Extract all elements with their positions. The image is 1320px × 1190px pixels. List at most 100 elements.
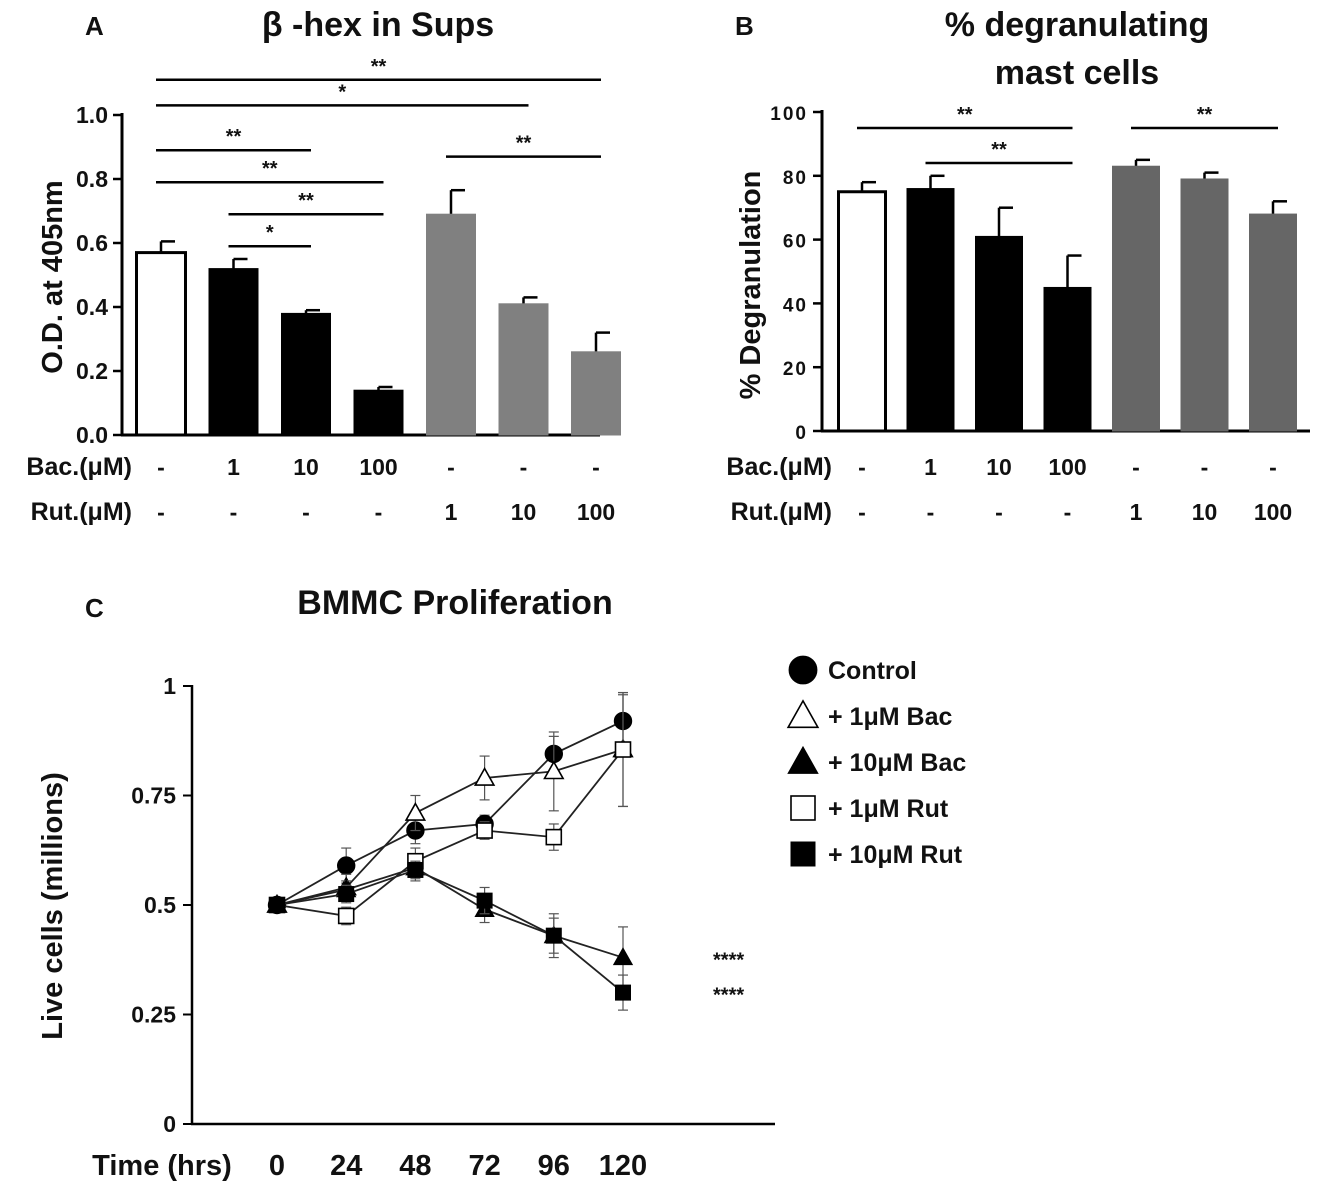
y-tick-label: 1	[163, 673, 176, 699]
panel-b-y-axis-label: % Degranulation	[735, 171, 767, 400]
bar	[498, 303, 549, 436]
rut-condition: 1	[1130, 499, 1143, 525]
panel-c: C BMMC Proliferation Live cells (million…	[37, 584, 966, 1182]
bac-condition: -	[447, 454, 455, 480]
rut-condition: 10	[511, 499, 537, 525]
legend-label: + 10μM Rut	[828, 841, 963, 869]
panel-b-conditions: - 1 10 100 - - - - - - - 1 10 100	[858, 454, 1292, 525]
rut-condition: 100	[577, 499, 615, 525]
y-tick-label: 0.6	[76, 230, 108, 256]
panel-label-b: B	[735, 11, 754, 41]
triangle-marker	[473, 766, 496, 786]
panel-b-bac-row-label: Bac.(μM)	[726, 453, 832, 481]
y-tick-label: 0.2	[76, 358, 108, 384]
y-tick-label: 0.4	[76, 294, 108, 320]
panel-b-axes: 0 20 40 60 80 100	[770, 104, 1310, 444]
bac-condition: 100	[359, 454, 397, 480]
panel-a-axes: 0.0 0.2 0.4 0.6 0.8 1.0	[76, 102, 600, 448]
significance-label: ****	[713, 985, 744, 1007]
rut-condition: -	[157, 499, 165, 525]
bar	[1180, 178, 1229, 432]
significance-label: **	[262, 158, 278, 180]
panel-label-c: C	[85, 593, 104, 623]
panel-b-significance: ** ** **	[857, 104, 1278, 165]
bac-condition: 10	[986, 454, 1012, 480]
legend-label: + 1μM Rut	[828, 795, 949, 823]
series-10-m-rut	[269, 860, 631, 1011]
bar	[1112, 165, 1160, 432]
x-tick-label: 72	[468, 1150, 500, 1182]
bac-condition: -	[1132, 454, 1140, 480]
square-marker	[790, 841, 816, 867]
y-tick-label: 0.25	[131, 1002, 176, 1028]
triangle-marker	[786, 699, 820, 729]
rut-condition: -	[1064, 499, 1072, 525]
panel-c-series: **** ****	[266, 691, 744, 1011]
series-line	[276, 720, 624, 906]
x-tick-label: 48	[399, 1150, 431, 1182]
series-line	[276, 748, 624, 917]
legend-label: + 10μM Bac	[828, 749, 966, 777]
square-marker	[476, 892, 493, 909]
y-tick-label: 0.5	[144, 892, 176, 918]
legend-label: + 1μM Bac	[828, 703, 952, 731]
y-tick-label: 60	[783, 232, 808, 253]
legend-label: Control	[828, 657, 917, 685]
panel-a-bac-row-label: Bac.(μM)	[26, 453, 132, 481]
panel-a-title: β -hex in Sups	[262, 6, 494, 44]
panel-c-x-axis-label: Time (hrs)	[92, 1150, 232, 1182]
panel-b-title-line1: % degranulating	[945, 6, 1209, 44]
bac-condition: -	[858, 454, 866, 480]
square-marker	[337, 907, 355, 925]
significance-label: **	[298, 190, 314, 212]
x-tick-label: 96	[538, 1150, 570, 1182]
panel-c-legend: Control + 1μM Bac + 10μM Bac + 1μM Rut + 10μ…	[786, 655, 966, 869]
panel-b: B % degranulating mast cells % Degranula…	[726, 6, 1310, 526]
rut-condition: -	[858, 499, 866, 525]
square-marker	[614, 741, 632, 758]
significance-label: **	[226, 126, 242, 148]
bar	[353, 389, 404, 436]
panel-b-title-line2: mast cells	[995, 54, 1159, 92]
significance-label: **	[1197, 104, 1213, 126]
bar	[426, 213, 476, 436]
bac-condition: -	[1201, 454, 1209, 480]
square-marker	[545, 927, 562, 944]
y-tick-label: 100	[770, 104, 808, 125]
square-marker	[790, 795, 816, 821]
bac-condition: 1	[227, 454, 240, 480]
triangle-marker	[612, 947, 634, 966]
significance-label: *	[338, 81, 346, 103]
x-tick-label: 24	[330, 1150, 362, 1182]
bar	[1043, 286, 1092, 432]
bac-condition: 1	[924, 454, 937, 480]
y-tick-label: 0.8	[76, 166, 108, 192]
bar	[1249, 213, 1297, 432]
panel-b-rut-row-label: Rut.(μM)	[731, 498, 832, 526]
bac-condition: -	[1269, 454, 1277, 480]
significance-label: *	[266, 222, 274, 244]
square-marker	[269, 897, 285, 913]
bar	[208, 268, 259, 436]
y-tick-label: 1.0	[76, 102, 108, 128]
y-tick-label: 0.0	[76, 422, 108, 448]
panel-a-conditions: - 1 10 100 - - - - - - - 1 10 100	[157, 454, 615, 525]
y-tick-label: 80	[783, 168, 808, 189]
circle-marker	[788, 655, 818, 685]
bar	[281, 312, 331, 436]
rut-condition: -	[230, 499, 238, 525]
rut-condition: -	[995, 499, 1003, 525]
y-tick-label: 20	[783, 359, 808, 380]
series-control	[267, 694, 633, 915]
square-marker	[407, 861, 424, 878]
y-tick-label: 0.75	[131, 783, 176, 809]
bac-condition: 10	[293, 454, 319, 480]
rut-condition: 10	[1192, 499, 1218, 525]
series-10-m-bac	[266, 854, 634, 989]
x-tick-label: 0	[269, 1150, 285, 1182]
bar	[135, 251, 187, 437]
significance-label: **	[991, 139, 1007, 161]
series-line	[276, 868, 624, 994]
bac-condition: -	[592, 454, 600, 480]
